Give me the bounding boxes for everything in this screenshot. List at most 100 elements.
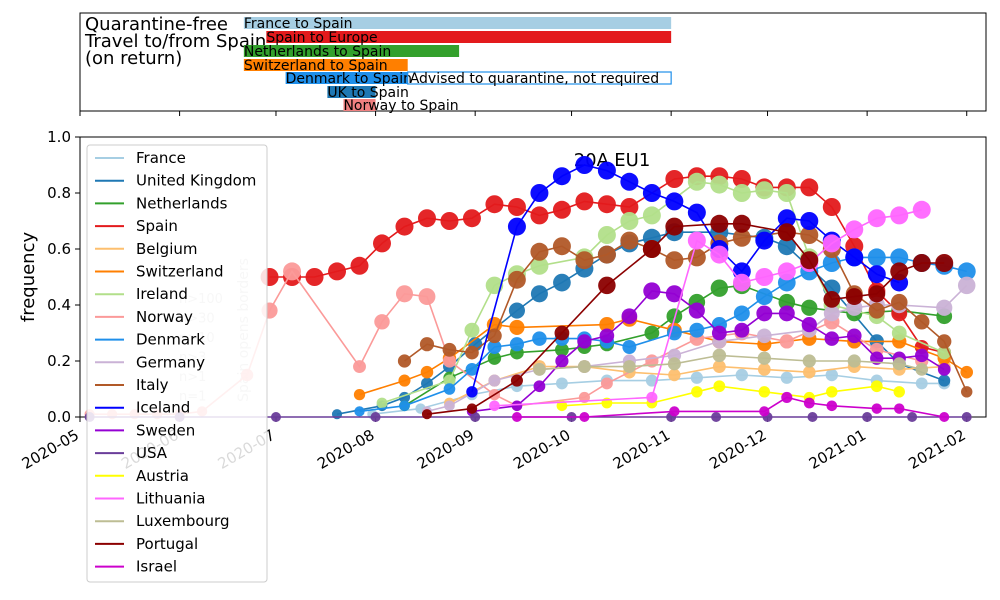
series-point bbox=[418, 288, 436, 306]
series-point bbox=[533, 380, 546, 393]
series-point bbox=[442, 354, 457, 368]
x-tick-label: 2020-05 bbox=[19, 426, 82, 473]
legend-label: Denmark bbox=[136, 331, 205, 349]
series-point bbox=[507, 217, 526, 236]
series-point bbox=[466, 386, 478, 398]
x-tick-label: 2020-10 bbox=[510, 426, 573, 473]
series-point bbox=[826, 400, 838, 412]
series-point bbox=[575, 156, 594, 174]
series-point bbox=[598, 276, 616, 295]
series-point bbox=[755, 231, 774, 250]
series-point bbox=[444, 400, 455, 412]
series-point bbox=[710, 279, 729, 297]
legend-label: Norway bbox=[136, 308, 193, 326]
series-point bbox=[957, 262, 976, 281]
series-point bbox=[758, 386, 771, 398]
legend-label: Netherlands bbox=[136, 194, 228, 212]
x-tick-label: 2020-12 bbox=[706, 426, 769, 473]
legend-label: Israel bbox=[136, 558, 177, 576]
legend-label: Ireland bbox=[136, 285, 188, 303]
timeline-bar bbox=[327, 86, 376, 98]
series-point bbox=[822, 198, 841, 216]
series-point bbox=[890, 293, 908, 311]
y-axis-label: frequency bbox=[18, 232, 39, 323]
series-point bbox=[399, 400, 410, 412]
timeline-bar bbox=[285, 72, 408, 84]
legend-label: Switzerland bbox=[136, 263, 224, 281]
series-point bbox=[826, 386, 838, 398]
timeline-bar bbox=[243, 59, 408, 71]
series-point bbox=[553, 273, 571, 292]
timeline-title-line-1: Quarantine-free bbox=[85, 14, 228, 35]
series-point bbox=[939, 412, 950, 422]
series-point bbox=[756, 328, 772, 344]
timeline-bar-label: Spain to Europe bbox=[266, 30, 377, 46]
series-point bbox=[732, 228, 751, 247]
series-point bbox=[508, 270, 526, 289]
series-line bbox=[359, 318, 968, 396]
series-point bbox=[666, 308, 683, 325]
series-point bbox=[957, 276, 976, 295]
series-line bbox=[539, 354, 922, 371]
series-line bbox=[449, 365, 945, 404]
series-point bbox=[554, 342, 569, 357]
series-point bbox=[781, 391, 793, 403]
series-point bbox=[575, 192, 594, 211]
travel-timeline-panel: Quarantine-free Travel to/from Spain (on… bbox=[79, 12, 987, 116]
series-point bbox=[665, 192, 684, 211]
series-point bbox=[597, 161, 616, 180]
series-point bbox=[508, 302, 525, 319]
series-point bbox=[669, 406, 680, 417]
series-point bbox=[735, 368, 749, 382]
series-point bbox=[802, 354, 816, 368]
series-point bbox=[800, 178, 819, 197]
timeline-bar-label: UK to Spain bbox=[327, 85, 409, 101]
series-point bbox=[443, 374, 456, 387]
legend-label: Portugal bbox=[136, 535, 198, 553]
series-point bbox=[936, 299, 953, 316]
series-point bbox=[530, 256, 549, 275]
series-point bbox=[620, 198, 639, 216]
series-point bbox=[890, 248, 909, 267]
series-point bbox=[807, 412, 818, 422]
series-point bbox=[935, 254, 954, 272]
series-point bbox=[597, 226, 616, 244]
series-point bbox=[800, 212, 819, 230]
series-point bbox=[907, 412, 918, 422]
y-tick-label: 0.2 bbox=[47, 352, 71, 370]
series-point bbox=[665, 251, 684, 270]
series-point bbox=[374, 314, 390, 330]
legend-box bbox=[86, 144, 268, 583]
series-point bbox=[690, 371, 703, 384]
series-point bbox=[867, 248, 886, 267]
series-point bbox=[825, 368, 838, 382]
series-point bbox=[621, 308, 638, 325]
series-point bbox=[642, 206, 661, 225]
series-point bbox=[353, 360, 366, 374]
series-point bbox=[620, 212, 639, 230]
series-point bbox=[777, 223, 796, 242]
series-point bbox=[552, 167, 571, 186]
advisory-outline bbox=[407, 71, 672, 85]
series-point bbox=[800, 251, 819, 270]
series-point bbox=[328, 262, 347, 281]
series-point bbox=[644, 325, 660, 341]
x-tick-label: 2021-01 bbox=[806, 426, 869, 473]
series-point bbox=[759, 406, 770, 417]
series-point bbox=[597, 245, 616, 264]
timeline-bar bbox=[243, 45, 460, 57]
series-point bbox=[713, 380, 726, 393]
series-point bbox=[665, 170, 684, 188]
series-point bbox=[464, 322, 480, 338]
y-tick-label: 0.6 bbox=[47, 240, 71, 258]
series-line bbox=[426, 223, 945, 415]
series-point bbox=[892, 357, 906, 371]
series-point bbox=[620, 231, 639, 250]
series-point bbox=[890, 206, 909, 225]
series-point bbox=[487, 328, 502, 344]
series-point bbox=[507, 198, 526, 216]
series-point bbox=[780, 371, 793, 384]
series-point bbox=[489, 400, 500, 412]
series-point bbox=[687, 172, 706, 191]
series-point bbox=[620, 172, 639, 191]
